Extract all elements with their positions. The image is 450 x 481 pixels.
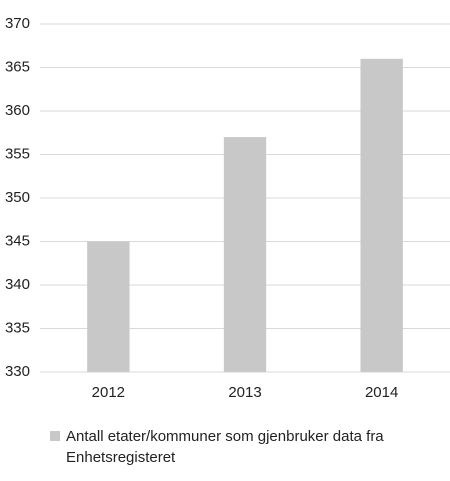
legend-swatch bbox=[50, 431, 60, 441]
bar bbox=[223, 137, 267, 372]
x-tick-label: 2014 bbox=[365, 384, 398, 401]
y-tick-label: 355 bbox=[5, 145, 30, 162]
y-tick-label: 360 bbox=[5, 102, 30, 119]
y-tick-label: 365 bbox=[5, 58, 30, 75]
x-tick-label: 2013 bbox=[228, 384, 261, 401]
y-tick-label: 345 bbox=[5, 232, 30, 249]
x-tick-label: 2012 bbox=[92, 384, 125, 401]
chart: 330 335 340 345 350 355 360 365 370 2012 2013 2014 bbox=[5, 15, 450, 401]
y-tick-label: 350 bbox=[5, 189, 30, 206]
y-tick-label: 330 bbox=[5, 363, 30, 380]
y-tick-label: 335 bbox=[5, 319, 30, 336]
bar bbox=[87, 241, 130, 372]
legend: Antall etater/kommuner som gjenbruker da… bbox=[50, 426, 390, 468]
y-tick-label: 370 bbox=[5, 15, 30, 32]
legend-label: Antall etater/kommuner som gjenbruker da… bbox=[66, 428, 384, 466]
y-tick-label: 340 bbox=[5, 276, 30, 293]
bar bbox=[360, 58, 403, 373]
